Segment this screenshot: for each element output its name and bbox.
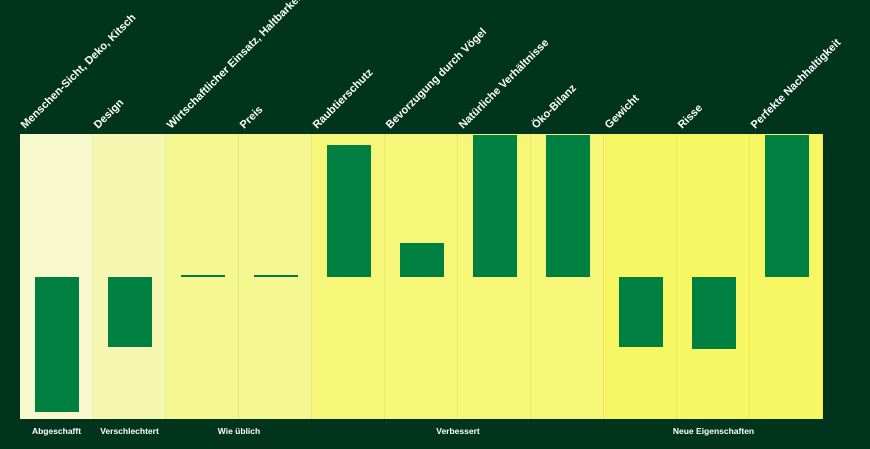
group-label: Verschlechtert xyxy=(100,426,159,436)
category-label: Risse xyxy=(675,102,706,132)
category-label: Perfekte Nachhaltigkeit xyxy=(748,36,844,132)
category-label: Wirtschaftlicher Einsatz, Haltbarkeit xyxy=(164,0,306,132)
group-label: Neue Eigenschaften xyxy=(672,426,755,436)
column-band xyxy=(604,134,677,419)
category-label: Gewicht xyxy=(602,92,642,132)
bar xyxy=(619,277,663,347)
bar xyxy=(473,135,517,277)
chart-plot-area xyxy=(20,134,823,419)
group-label: Verbessert xyxy=(436,426,480,436)
bar xyxy=(765,135,809,277)
bar xyxy=(108,277,152,347)
bar xyxy=(35,277,79,412)
bar xyxy=(181,275,225,277)
category-label: Raubtierschutz xyxy=(310,66,376,132)
bar xyxy=(546,135,590,277)
bar xyxy=(692,277,736,350)
column-band xyxy=(93,134,166,419)
category-label: Öko-Bilanz xyxy=(529,82,579,132)
group-label: Abgeschafft xyxy=(31,426,82,436)
category-label: Menschen-Sicht, Deko, Kitsch xyxy=(18,11,139,132)
column-band xyxy=(677,134,750,419)
category-label: Design xyxy=(91,96,127,132)
category-label: Preis xyxy=(237,103,266,132)
group-label: Wie üblich xyxy=(217,426,261,436)
bar xyxy=(400,242,444,277)
bar xyxy=(327,144,371,277)
bar xyxy=(254,275,298,277)
